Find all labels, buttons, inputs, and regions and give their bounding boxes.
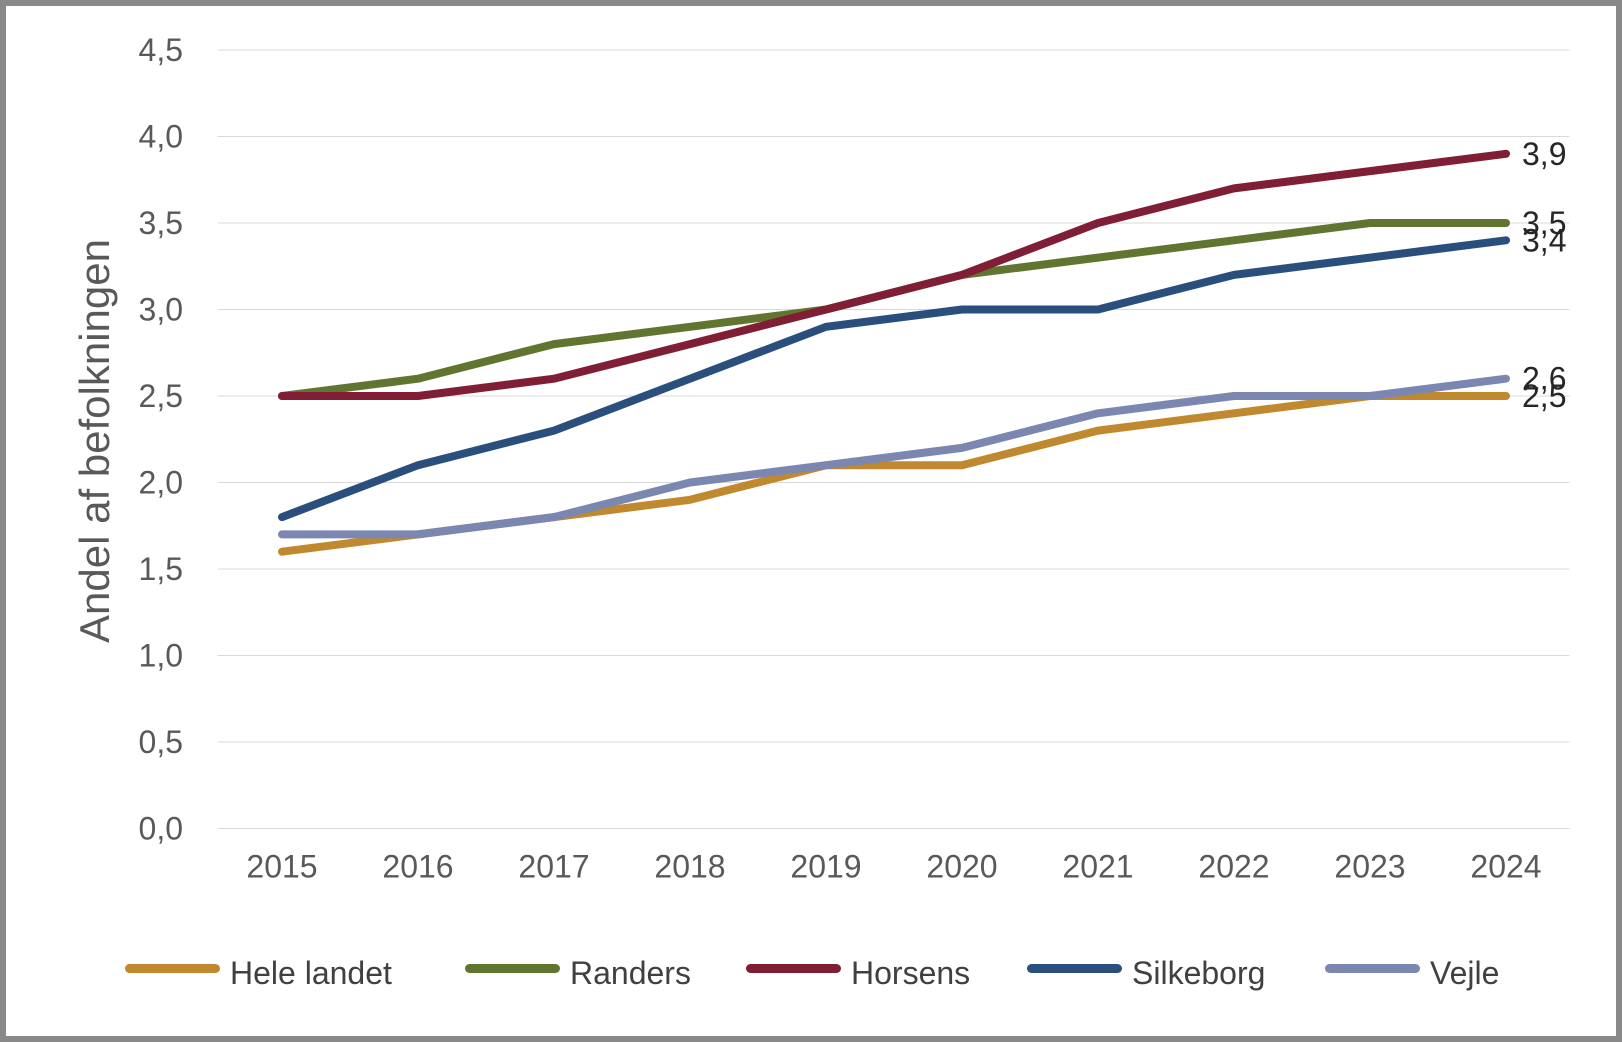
svg-text:2022: 2022 <box>1198 849 1269 885</box>
svg-text:4,5: 4,5 <box>139 32 183 68</box>
svg-text:0,0: 0,0 <box>139 811 183 847</box>
svg-text:1,0: 1,0 <box>139 638 183 674</box>
svg-text:3,0: 3,0 <box>139 292 183 328</box>
svg-text:2,6: 2,6 <box>1522 361 1566 397</box>
svg-text:2019: 2019 <box>790 849 861 885</box>
svg-text:3,9: 3,9 <box>1522 136 1566 172</box>
svg-text:2023: 2023 <box>1334 849 1405 885</box>
svg-text:2021: 2021 <box>1062 849 1133 885</box>
svg-text:2024: 2024 <box>1470 849 1541 885</box>
svg-text:1,5: 1,5 <box>139 551 183 587</box>
svg-text:4,0: 4,0 <box>139 119 183 155</box>
svg-text:3,4: 3,4 <box>1522 222 1566 258</box>
svg-text:2015: 2015 <box>246 849 317 885</box>
svg-text:2020: 2020 <box>926 849 997 885</box>
svg-text:2018: 2018 <box>654 849 725 885</box>
svg-text:2016: 2016 <box>382 849 453 885</box>
svg-text:2,5: 2,5 <box>139 378 183 414</box>
svg-text:2,0: 2,0 <box>139 465 183 501</box>
svg-text:3,5: 3,5 <box>139 205 183 241</box>
svg-text:2017: 2017 <box>518 849 589 885</box>
svg-text:0,5: 0,5 <box>139 724 183 760</box>
